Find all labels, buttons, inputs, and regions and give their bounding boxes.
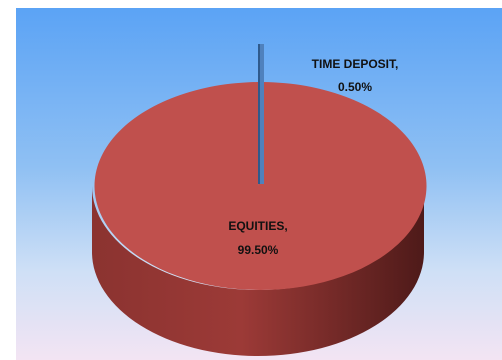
pie-slice-time-deposit-side (258, 44, 260, 184)
label-equities-name: EQUITIES, (228, 219, 287, 233)
label-equities-value: 99.50% (238, 243, 279, 257)
pie-slice-equities-side (92, 186, 424, 356)
label-time-deposit-name: TIME DEPOSIT, (312, 57, 399, 71)
pie-slice-time-deposit (260, 44, 264, 184)
label-time-deposit-value: 0.50% (338, 80, 372, 94)
pie-slice-equities (94, 82, 427, 290)
